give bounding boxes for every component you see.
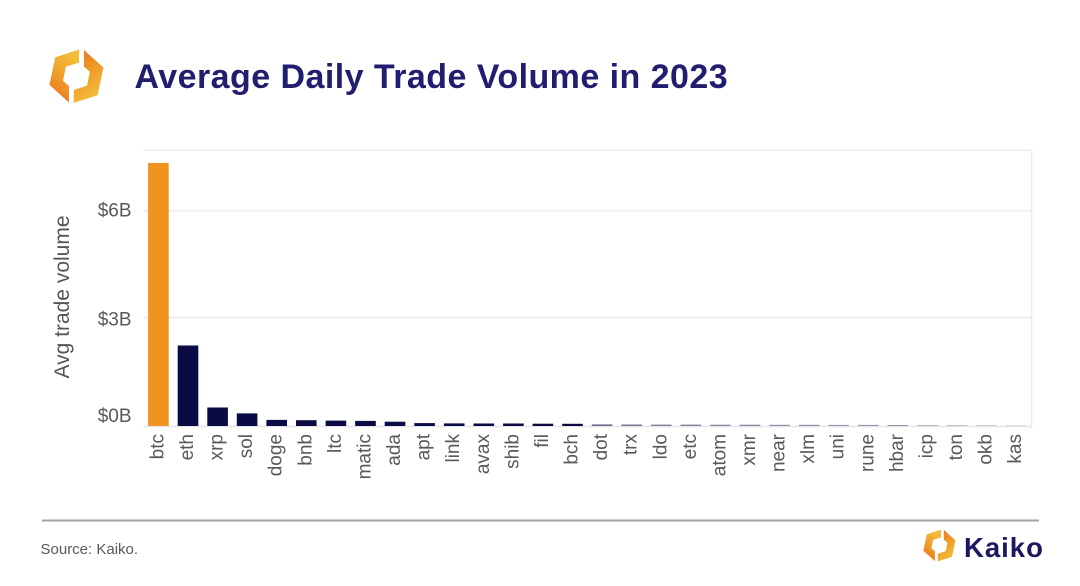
svg-text:avax: avax [473,434,494,475]
svg-text:matic: matic [355,434,376,479]
svg-text:trx: trx [621,434,642,456]
svg-text:doge: doge [266,434,287,476]
svg-text:$3B: $3B [98,310,132,331]
svg-text:uni: uni [828,434,849,459]
svg-text:Kaiko: Kaiko [964,532,1044,563]
svg-text:$6B: $6B [98,201,132,222]
svg-text:apt: apt [414,433,435,460]
svg-text:atom: atom [709,434,730,476]
svg-text:rune: rune [857,434,878,472]
svg-text:xmr: xmr [739,433,760,465]
svg-text:icp: icp [917,434,938,458]
svg-text:bch: bch [562,434,583,465]
svg-text:okb: okb [976,434,997,465]
svg-text:link: link [443,434,464,463]
svg-text:kas: kas [1005,434,1026,464]
svg-text:etc: etc [680,434,701,459]
svg-text:dot: dot [591,433,612,460]
svg-text:eth: eth [177,434,198,460]
svg-text:ltc: ltc [325,434,346,453]
svg-text:ldo: ldo [650,434,671,459]
svg-text:shib: shib [502,434,523,469]
svg-text:near: near [769,433,790,472]
svg-text:Average Daily Trade Volume in: Average Daily Trade Volume in 2023 [135,58,729,96]
svg-text:sol: sol [236,434,257,458]
svg-text:bnb: bnb [295,434,316,466]
svg-text:xrp: xrp [207,434,228,460]
svg-text:btc: btc [147,434,168,459]
svg-text:hbar: hbar [887,433,908,472]
svg-text:fil: fil [532,434,553,448]
svg-text:ton: ton [946,434,967,460]
svg-text:Avg trade volume: Avg trade volume [51,215,74,378]
svg-text:xlm: xlm [798,434,819,464]
svg-text:$0B: $0B [98,406,132,427]
svg-text:Source: Kaiko.: Source: Kaiko. [41,541,139,558]
svg-text:ada: ada [384,434,405,466]
